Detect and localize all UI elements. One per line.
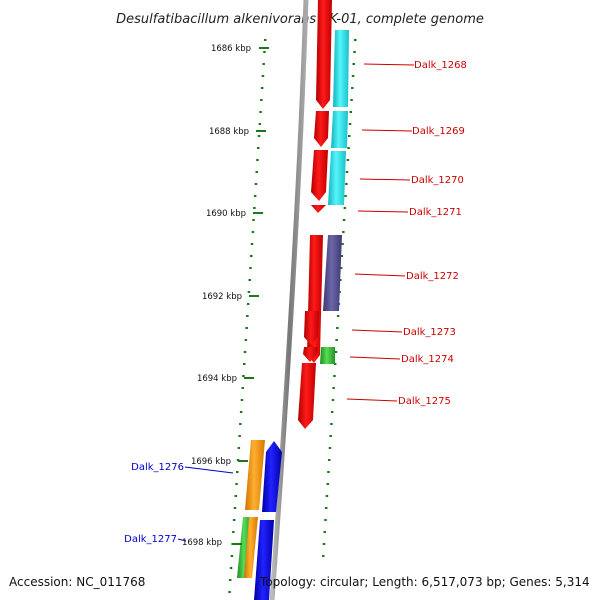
tick-label: 1686 kbp [211,44,251,54]
gene-label-dalk-1274[interactable]: Dalk_1274 [349,354,454,365]
gene-feature[interactable] [328,151,346,205]
tick-label: 1690 kbp [206,209,246,219]
gene-feature[interactable] [333,30,349,107]
tick-label: 1688 kbp [209,127,249,137]
topology-text: Topology: circular; Length: 6,517,073 bp… [259,575,590,589]
gene-label-text[interactable]: Dalk_1271 [409,207,462,218]
gene-label-text[interactable]: Dalk_1268 [414,60,467,71]
tick-label: 1698 kbp [182,538,222,548]
gene-label-text[interactable]: Dalk_1276 [131,462,184,473]
genome-backbone [269,0,309,600]
gene-feature[interactable] [298,363,316,429]
map-title: Desulfatibacillum alkenivorans AK-01, co… [116,12,484,27]
tick-label: 1694 kbp [197,374,237,384]
gene-feature[interactable] [254,520,274,600]
tick-1692: 1692 kbp [202,292,259,302]
tick-rings [228,39,357,593]
tick-1696: 1696 kbp [191,457,248,467]
tick-1686: 1686 kbp [211,44,269,54]
gene-feature[interactable] [331,111,348,148]
gene-feature[interactable] [323,235,342,311]
gene-feature[interactable] [320,347,335,364]
gene-label-dalk-1277[interactable]: Dalk_1277 [124,534,187,545]
gene-feature[interactable] [311,150,328,201]
gene-label-dalk-1268[interactable]: Dalk_1268 [363,60,467,71]
gene-feature[interactable] [311,205,326,213]
tick-label: 1696 kbp [191,457,231,467]
gene-labels-left: Dalk_1276 Dalk_1277 [124,462,234,545]
tick-1688: 1688 kbp [209,127,266,137]
tick-1698: 1698 kbp [182,538,242,548]
gene-label-text[interactable]: Dalk_1270 [411,175,464,186]
gene-feature[interactable] [262,441,282,512]
gene-label-dalk-1275[interactable]: Dalk_1275 [346,396,451,407]
gene-label-text[interactable]: Dalk_1274 [401,354,454,365]
gene-label-dalk-1272[interactable]: Dalk_1272 [354,271,459,282]
gene-label-text[interactable]: Dalk_1277 [124,534,177,545]
accession-text: Accession: NC_011768 [9,575,145,589]
gene-feature[interactable] [245,440,265,510]
gene-label-dalk-1270[interactable]: Dalk_1270 [359,175,464,186]
gene-feature[interactable] [316,0,332,109]
gene-feature[interactable] [304,311,319,345]
gene-feature[interactable] [307,235,323,363]
gene-label-text[interactable]: Dalk_1275 [398,396,451,407]
gene-feature[interactable] [303,347,318,362]
gene-label-text[interactable]: Dalk_1273 [403,327,456,338]
tick-label: 1692 kbp [202,292,242,302]
gene-label-dalk-1269[interactable]: Dalk_1269 [361,126,465,137]
gene-label-dalk-1273[interactable]: Dalk_1273 [351,327,456,338]
gene-label-text[interactable]: Dalk_1272 [406,271,459,282]
gene-feature[interactable] [244,517,258,578]
gene-labels-right: Dalk_1268 Dalk_1269 Dalk_1270 Dalk_1271 … [346,60,467,407]
tick-1694: 1694 kbp [197,374,254,384]
tick-1690: 1690 kbp [206,209,263,219]
gene-label-dalk-1276[interactable]: Dalk_1276 [131,462,234,474]
gene-label-dalk-1271[interactable]: Dalk_1271 [357,207,462,218]
gene-feature[interactable] [314,111,329,147]
gene-features [237,0,349,600]
gene-label-text[interactable]: Dalk_1269 [412,126,465,137]
